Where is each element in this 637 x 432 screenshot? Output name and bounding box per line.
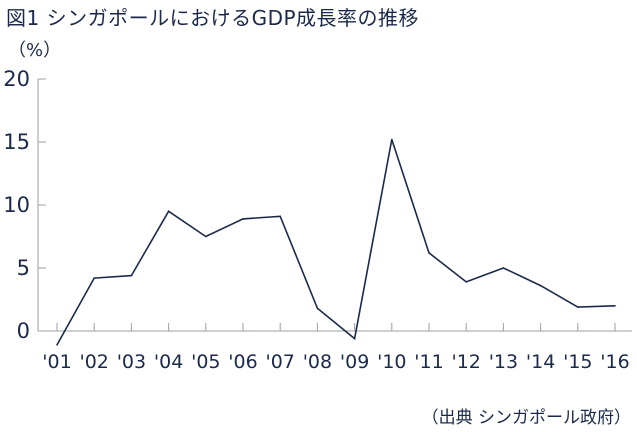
x-axis-ticks: '01 '02 '03 '04 '05 '06 '07 '08 '09 '10 '11 '12 '13 '…: [42, 323, 630, 373]
axes: [37, 79, 632, 332]
x-tick-label: '11: [414, 351, 443, 373]
data-point: [242, 218, 244, 220]
data-point: [614, 305, 616, 307]
data-point: [353, 337, 356, 340]
x-tick-label: '03: [117, 351, 146, 373]
x-tick-label: '08: [303, 351, 332, 373]
data-point: [539, 284, 542, 287]
y-tick-label: 15: [3, 130, 30, 154]
y-axis-unit-label: （%）: [8, 40, 62, 61]
x-tick-label: '09: [340, 351, 369, 373]
data-point: [56, 344, 58, 346]
data-point: [465, 281, 468, 283]
x-tick-label: '05: [191, 351, 220, 373]
x-tick-label: '06: [228, 351, 257, 373]
x-tick-label: '04: [154, 351, 183, 373]
x-tick-label: '07: [265, 351, 294, 373]
data-point: [167, 210, 170, 213]
x-tick-label: '13: [489, 351, 518, 373]
x-tick-label: '02: [79, 351, 108, 373]
data-point: [93, 277, 95, 279]
data-point: [428, 252, 430, 254]
y-tick-label: 10: [3, 193, 30, 217]
data-point: [130, 274, 133, 277]
y-tick-label: 5: [17, 256, 30, 280]
x-tick-label: '14: [526, 351, 555, 373]
data-point: [279, 215, 282, 218]
data-point: [391, 138, 393, 141]
data-point: [316, 307, 319, 310]
data-point: [502, 267, 505, 269]
x-tick-label: '15: [563, 351, 592, 373]
x-tick-label: '10: [377, 351, 406, 373]
x-tick-label: '12: [451, 351, 480, 373]
source-note: （出典 シンガポール政府）: [421, 408, 631, 428]
series-layer: [56, 138, 616, 346]
y-tick-label: 0: [17, 319, 30, 343]
x-tick-label: '01: [42, 351, 71, 373]
y-tick-label: 20: [3, 67, 30, 91]
data-point: [205, 235, 207, 238]
series-line: [56, 139, 616, 346]
x-tick-label: '16: [600, 351, 629, 373]
data-point: [577, 306, 579, 308]
chart-title: 図1 シンガポールにおけるGDP成長率の推移: [6, 6, 420, 30]
y-axis-ticks: 0 5 10 15 20: [3, 67, 46, 343]
